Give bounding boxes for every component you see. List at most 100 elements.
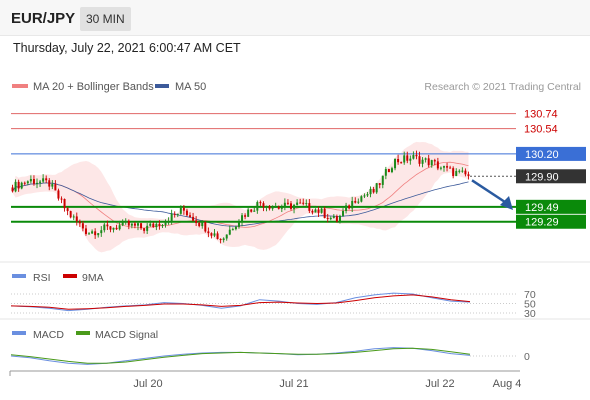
candle-body <box>381 175 384 185</box>
resistance-label: 130.74 <box>524 109 558 121</box>
candle-body <box>207 231 210 234</box>
candle-body <box>452 168 455 177</box>
candle-body <box>198 222 201 227</box>
candle-body <box>155 223 158 228</box>
candle-body <box>311 210 314 213</box>
candle-body <box>118 225 121 230</box>
rsi-ma-swatch <box>63 274 77 278</box>
support-tag <box>516 214 586 229</box>
candle-body <box>176 213 179 215</box>
candle-body <box>268 206 271 209</box>
candle-body <box>143 228 146 231</box>
candle-body <box>244 215 247 217</box>
candle-body <box>237 221 240 227</box>
forecast-arrow-head <box>500 196 513 210</box>
candle-body <box>369 188 372 195</box>
candle-body <box>274 206 277 208</box>
candle-body <box>348 205 351 209</box>
candle-body <box>430 160 433 166</box>
candle-body <box>296 202 299 205</box>
candle-body <box>204 221 207 232</box>
candle-body <box>81 223 84 229</box>
last-price-tag <box>516 169 586 184</box>
bollinger-band <box>12 141 469 253</box>
candle-body <box>32 179 35 184</box>
candle-body <box>289 203 292 209</box>
pivot-tag <box>516 146 586 161</box>
candle-body <box>442 166 445 168</box>
candle-body <box>326 218 329 220</box>
ma50-line <box>12 181 469 227</box>
candle-body <box>121 221 124 226</box>
candle-body <box>213 233 216 236</box>
candle-body <box>170 213 173 222</box>
top-bar: EUR/JPY 30 MIN <box>0 0 590 36</box>
candle-body <box>250 209 253 212</box>
candle-body <box>26 181 29 184</box>
candle-body <box>436 161 439 169</box>
candle-body <box>458 170 461 172</box>
candle-body <box>247 209 250 217</box>
candle-body <box>75 216 78 222</box>
candle-body <box>97 233 100 236</box>
timestamp: Thursday, July 22, 2021 6:00:47 AM CET <box>13 41 241 55</box>
candle-body <box>182 207 185 211</box>
candle-body <box>378 183 381 185</box>
rsi-ma-line <box>10 294 471 310</box>
candle-body <box>403 155 406 163</box>
candle-body <box>455 171 458 177</box>
candle-body <box>133 223 136 226</box>
rsi-tick-label: 30 <box>524 308 536 320</box>
candle-body <box>72 216 75 218</box>
candle-body <box>23 182 26 184</box>
candle-body <box>241 215 244 222</box>
candle-body <box>342 211 345 216</box>
candle-body <box>78 221 81 224</box>
candle-body <box>152 223 155 228</box>
candle-body <box>400 162 403 164</box>
last-price-label: 129.90 <box>525 171 559 183</box>
candle-body <box>100 230 103 234</box>
forecast-arrow-shaft <box>471 179 509 206</box>
candle-body <box>433 160 436 162</box>
candle-body <box>201 221 204 227</box>
candle-body <box>387 169 390 173</box>
candle-body <box>372 188 375 193</box>
candle-body <box>397 158 400 163</box>
candle-body <box>262 203 265 208</box>
pivot-label: 130.20 <box>525 149 559 161</box>
candle-body <box>69 211 72 218</box>
candle-body <box>158 223 161 226</box>
macd-signal-swatch <box>76 331 90 335</box>
candle-body <box>412 155 415 159</box>
macd-legend: MACD MACD Signal <box>12 329 158 341</box>
resistance-label: 130.54 <box>524 124 558 136</box>
candle-body <box>115 227 118 230</box>
candle-body <box>338 215 341 222</box>
candle-body <box>351 200 354 209</box>
candle-body <box>317 209 320 213</box>
candle-body <box>173 213 176 215</box>
candle-body <box>103 224 106 231</box>
candle-body <box>390 168 393 173</box>
candle-body <box>283 202 286 208</box>
x-axis-label: Aug 4 <box>493 378 522 390</box>
timeframe-badge[interactable]: 30 MIN <box>80 7 131 31</box>
candle-body <box>259 202 262 204</box>
candle-body <box>185 210 188 216</box>
candle-body <box>42 178 45 182</box>
ma50-legend-label: MA 50 <box>175 81 206 93</box>
candle-body <box>39 181 42 183</box>
macd-signal-line <box>10 347 471 364</box>
macd-signal-legend-label: MACD Signal <box>95 329 158 341</box>
instrument-title: EUR/JPY <box>11 10 76 27</box>
candle-body <box>54 184 57 191</box>
candle-body <box>234 226 237 230</box>
candle-body <box>302 202 305 204</box>
panel-frames <box>0 261 590 376</box>
candle-body <box>192 216 195 221</box>
candle-body <box>231 229 234 231</box>
candle-body <box>36 182 39 184</box>
candle-body <box>280 207 283 209</box>
candle-body <box>329 217 332 220</box>
